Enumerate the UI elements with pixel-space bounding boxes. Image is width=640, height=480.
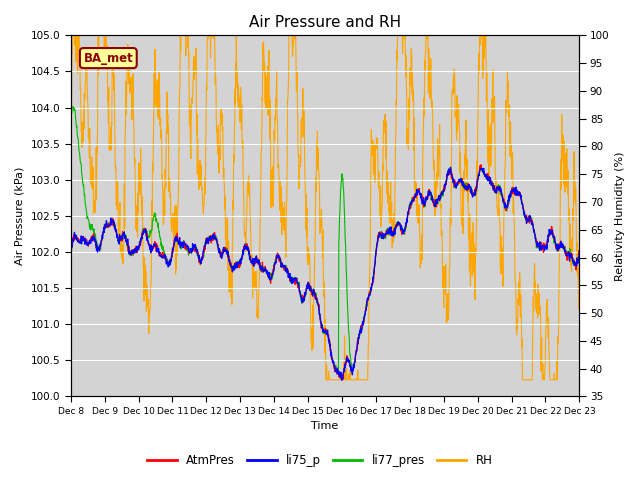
Y-axis label: Air Pressure (kPa): Air Pressure (kPa) [15, 167, 25, 265]
Legend: AtmPres, li75_p, li77_pres, RH: AtmPres, li75_p, li77_pres, RH [143, 449, 497, 472]
Text: BA_met: BA_met [83, 51, 133, 65]
Title: Air Pressure and RH: Air Pressure and RH [249, 15, 401, 30]
Y-axis label: Relativity Humidity (%): Relativity Humidity (%) [615, 151, 625, 281]
X-axis label: Time: Time [312, 421, 339, 432]
